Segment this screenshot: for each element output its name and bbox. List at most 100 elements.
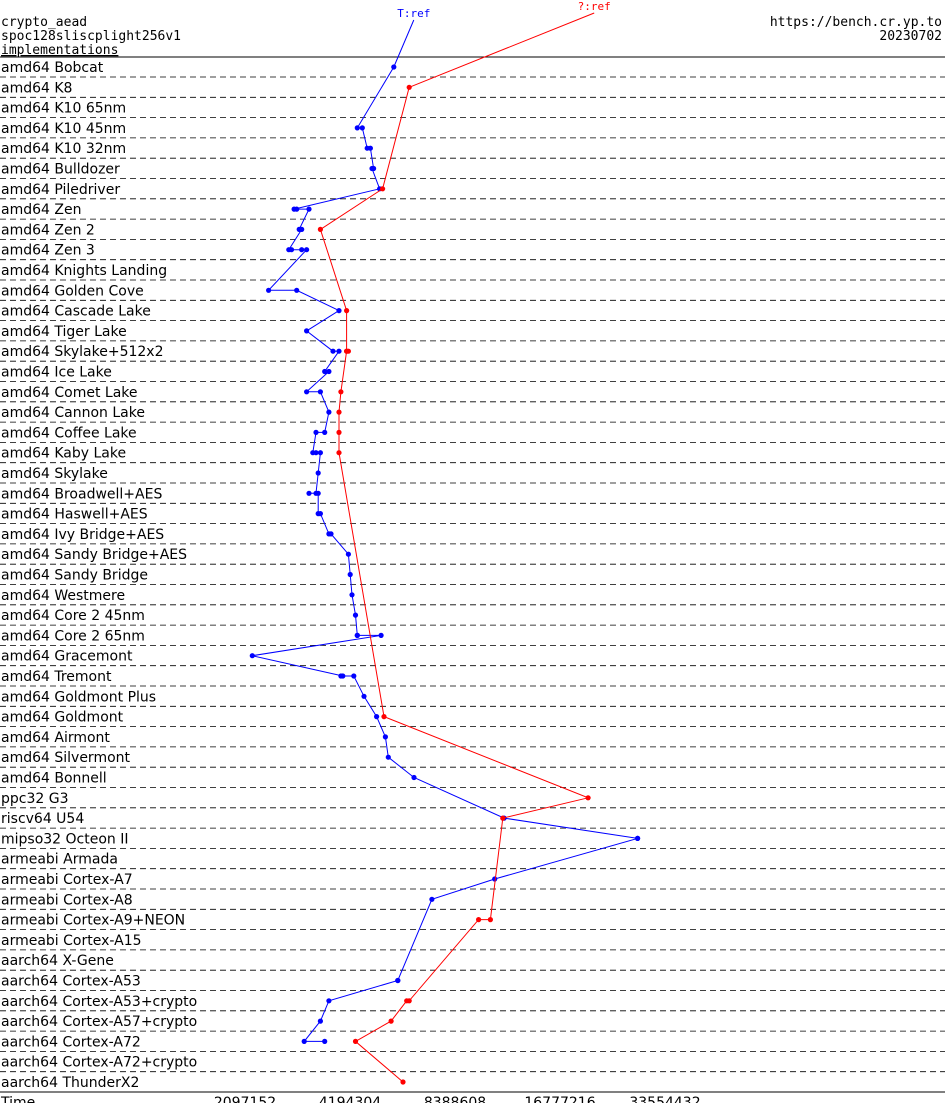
data-point xyxy=(352,612,359,618)
data-point xyxy=(336,409,342,415)
row-label: ppc32 G3 xyxy=(1,791,69,807)
data-point xyxy=(349,592,355,598)
data-point xyxy=(367,145,373,151)
row-label: amd64 Comet Lake xyxy=(1,385,138,401)
row-label: amd64 Ice Lake xyxy=(1,365,112,381)
series-line xyxy=(252,66,638,1042)
data-point xyxy=(487,917,493,923)
chart-header: crypto_aead spoc128sliscplight256v1 impl… xyxy=(1,15,942,58)
data-point xyxy=(336,450,342,456)
data-point xyxy=(585,795,591,801)
data-point xyxy=(635,835,641,842)
data-point xyxy=(381,714,387,720)
row-label: amd64 K10 65nm xyxy=(1,101,126,117)
data-point xyxy=(326,368,332,375)
row-label: amd64 Zen 2 xyxy=(1,222,95,238)
data-point xyxy=(304,247,310,253)
data-point xyxy=(317,510,323,517)
data-point xyxy=(294,206,300,212)
data-point xyxy=(361,693,367,699)
header-left-line-1: crypto_aead xyxy=(1,15,87,30)
data-point xyxy=(249,653,255,659)
data-point xyxy=(380,186,386,192)
row-label: armeabi Cortex-A7 xyxy=(1,872,133,888)
data-point xyxy=(301,1038,307,1044)
row-label: aarch64 Cortex-A72+crypto xyxy=(1,1055,197,1071)
series-name-label: ?:ref xyxy=(578,0,611,13)
row-layer: amd64 Bobcat amd64 K8 amd64 K10 65nm amd64 … xyxy=(0,56,945,1091)
x-tick-label: 33554432 xyxy=(629,1095,700,1103)
row-label: amd64 Ivy Bridge+AES xyxy=(1,527,164,543)
data-point xyxy=(369,165,375,172)
row-label: amd64 Bulldozer xyxy=(1,162,120,178)
row-label: amd64 K10 45nm xyxy=(1,121,126,137)
row-label: aarch64 Cortex-A57+crypto xyxy=(1,1014,197,1030)
data-point xyxy=(294,287,300,293)
data-point xyxy=(326,998,332,1004)
data-point xyxy=(315,470,321,476)
row-label: amd64 Coffee Lake xyxy=(1,425,137,441)
row-label: amd64 K10 32nm xyxy=(1,141,126,157)
data-point xyxy=(429,896,435,902)
data-point xyxy=(411,774,417,781)
data-point xyxy=(345,551,351,557)
data-point xyxy=(304,328,310,334)
x-tick-label: 8388608 xyxy=(424,1095,486,1103)
row-label: amd64 Zen 3 xyxy=(1,243,95,259)
data-point xyxy=(359,125,365,131)
implementations-link[interactable]: implementations xyxy=(1,43,118,58)
data-point xyxy=(336,429,342,435)
row-label: amd64 Zen xyxy=(1,202,81,218)
row-label: amd64 Sandy Bridge+AES xyxy=(1,547,187,563)
row-label: amd64 Airmont xyxy=(1,730,110,746)
data-point xyxy=(406,84,412,90)
data-point xyxy=(313,450,319,456)
header-right-line-2: 20230702 xyxy=(879,29,942,44)
data-point xyxy=(400,1079,406,1085)
row-label: amd64 Gracemont xyxy=(1,649,133,665)
row-label: amd64 Goldmont xyxy=(1,710,124,726)
series-leader-line xyxy=(409,12,595,88)
data-point xyxy=(374,714,380,720)
data-point xyxy=(354,125,360,131)
row-label: amd64 Sandy Bridge xyxy=(1,568,148,584)
data-point xyxy=(266,287,272,293)
row-label: amd64 Cascade Lake xyxy=(1,304,151,320)
row-label: mipso32 Octeon II xyxy=(1,831,129,847)
row-label: amd64 Skylake xyxy=(1,466,108,482)
data-point xyxy=(322,1038,328,1044)
data-point xyxy=(299,226,305,232)
data-point xyxy=(378,632,384,639)
data-point xyxy=(336,348,342,354)
data-point xyxy=(317,226,323,232)
data-point xyxy=(328,531,334,537)
row-label: amd64 Tremont xyxy=(1,669,112,685)
data-point xyxy=(351,673,357,679)
row-label: amd64 K8 xyxy=(1,80,72,96)
row-label: amd64 Haswell+AES xyxy=(1,507,148,523)
data-point xyxy=(317,450,323,456)
data-point xyxy=(315,490,321,496)
data-point xyxy=(317,1018,323,1024)
data-point xyxy=(322,368,328,375)
x-axis: Time 2097152 4194304 8388608 16777216 3355443… xyxy=(0,1091,945,1103)
x-tick-label: 4194304 xyxy=(319,1095,381,1103)
row-label: amd64 Piledriver xyxy=(1,182,120,198)
data-point xyxy=(404,998,410,1004)
row-label: aarch64 X-Gene xyxy=(1,953,114,969)
data-point xyxy=(322,429,328,435)
data-point xyxy=(306,490,312,496)
data-point xyxy=(313,429,319,435)
data-point xyxy=(352,1038,359,1044)
series-leader-line xyxy=(393,19,415,68)
data-point xyxy=(338,673,344,679)
x-tick-label: 2097152 xyxy=(214,1095,276,1103)
row-label: amd64 Silvermont xyxy=(1,750,131,766)
row-label: amd64 Golden Cove xyxy=(1,283,144,299)
data-point xyxy=(500,815,506,821)
row-label: armeabi Cortex-A8 xyxy=(1,892,133,908)
data-point xyxy=(382,734,388,740)
row-label: aarch64 ThunderX2 xyxy=(1,1075,139,1091)
header-left-line-2: spoc128sliscplight256v1 xyxy=(1,29,181,44)
row-label: amd64 Bobcat xyxy=(1,60,104,76)
